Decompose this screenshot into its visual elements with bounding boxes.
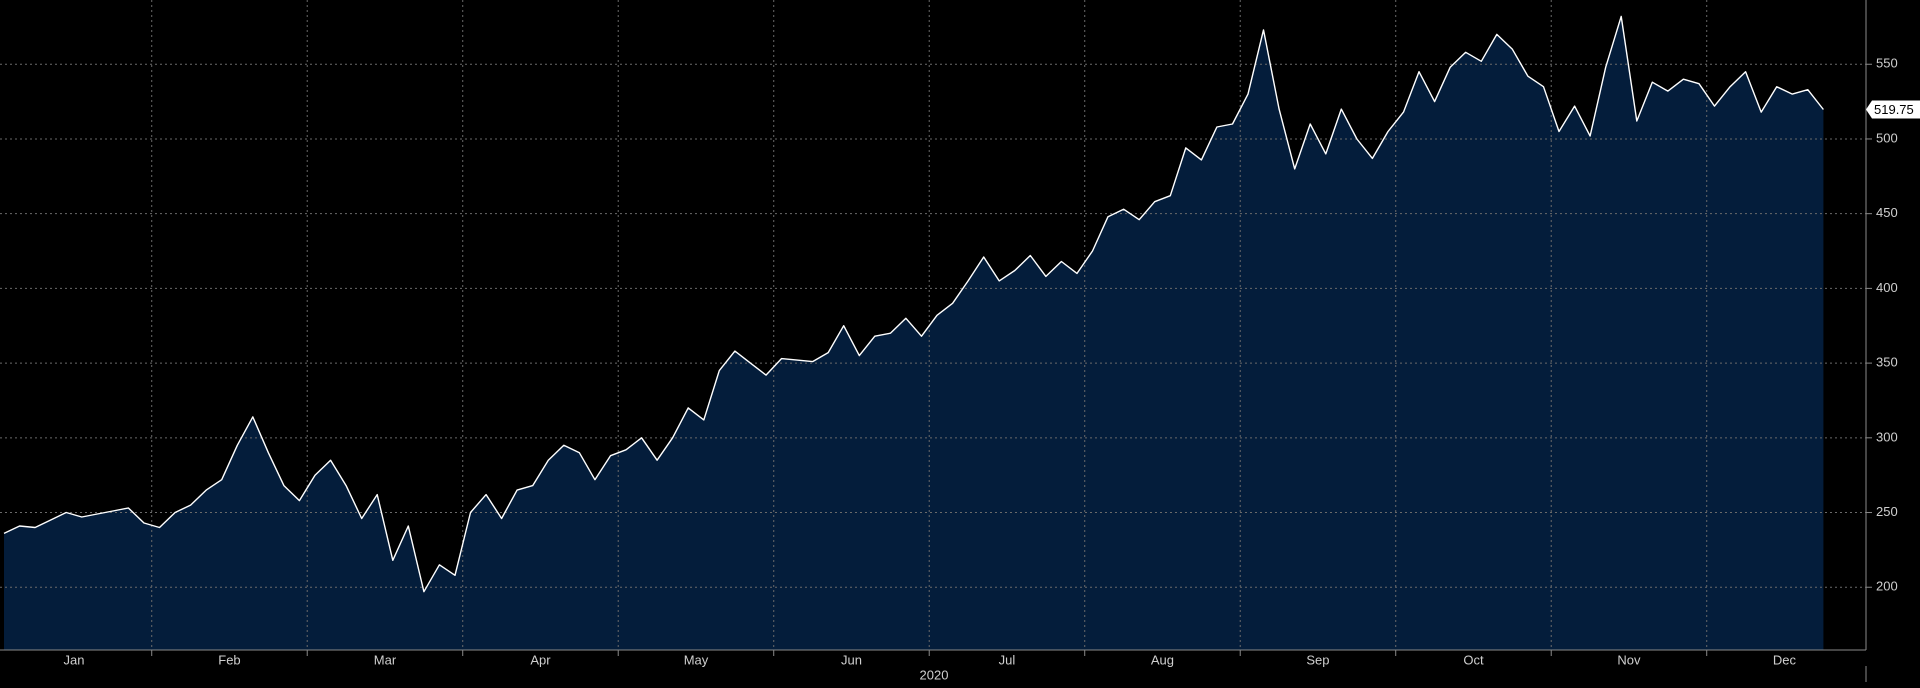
x-tick-label: Dec [1773, 652, 1797, 667]
x-tick-label: Aug [1151, 652, 1174, 667]
line [3, 15, 1824, 593]
x-tick-label: Jun [841, 652, 862, 667]
x-tick-label: May [684, 652, 709, 667]
y-tick-label: 500 [1876, 130, 1898, 145]
x-tick-label: Nov [1617, 652, 1641, 667]
x-tick-label: Apr [530, 652, 551, 667]
x-tick-label: Sep [1306, 652, 1329, 667]
last-value-box [1866, 100, 1920, 119]
y-tick-label: 550 [1876, 56, 1898, 71]
x-tick-label: Feb [218, 652, 240, 667]
y-tick-label: 400 [1876, 280, 1898, 295]
y-tick-label: 200 [1876, 579, 1898, 594]
area [4, 16, 1824, 650]
x-tick-label: Oct [1463, 652, 1484, 667]
y-tick-label: 350 [1876, 355, 1898, 370]
x-tick-label: Jul [999, 652, 1016, 667]
x-axis-label: 2020 [920, 667, 949, 682]
x-tick-label: Mar [374, 652, 397, 667]
y-tick-label: 300 [1876, 429, 1898, 444]
x-tick-label: Jan [63, 652, 84, 667]
y-tick-label: 450 [1876, 205, 1898, 220]
last-value-label: 519.75 [1874, 102, 1914, 117]
y-tick-label: 250 [1876, 504, 1898, 519]
